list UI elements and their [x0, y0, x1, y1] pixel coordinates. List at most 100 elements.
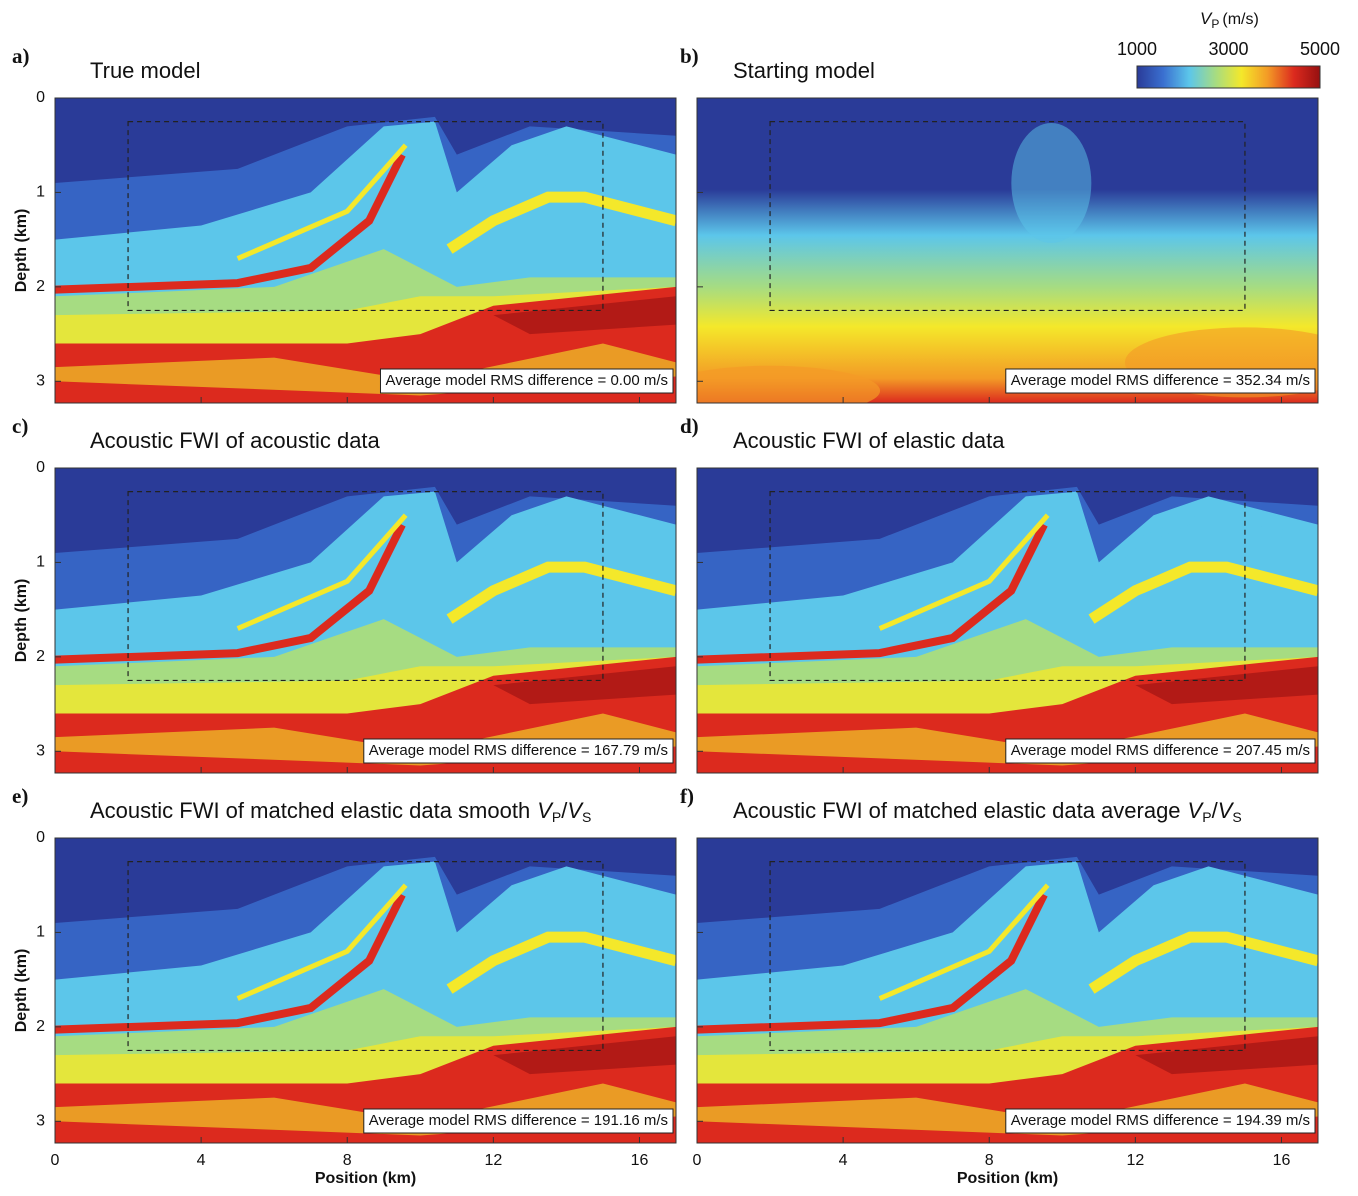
frame: [696, 97, 1319, 404]
velocity-image: [697, 468, 1318, 773]
velocity-image: [55, 468, 676, 773]
layer: [446, 885, 676, 955]
x-tick-label: 8: [343, 1152, 352, 1169]
panel-label: a): [12, 44, 30, 68]
panel-label: d): [680, 414, 699, 438]
velocity-image: [697, 838, 1318, 1143]
title-symbol: V: [1218, 798, 1235, 823]
annotation-text: Average model RMS difference = 0.00 m/s: [385, 372, 668, 389]
blob: [697, 365, 881, 403]
title-symbol: V: [567, 798, 584, 823]
title-text: Starting model: [733, 58, 875, 83]
y-axis-label: Depth (km): [13, 949, 30, 1033]
layer: [55, 892, 406, 1034]
y-tick-label: 0: [36, 459, 45, 476]
x-axis-label: Position (km): [957, 1170, 1058, 1187]
layer: [55, 522, 406, 664]
title-symbol: V: [1188, 798, 1205, 823]
panel-label: b): [680, 44, 699, 68]
layer: [236, 513, 408, 631]
panel: 0 4 8 12 16 Position (km) f) Acoustic FWI of ma…: [680, 784, 1319, 1187]
y-axis-label: Depth (km): [13, 579, 30, 663]
layer: [697, 522, 1048, 664]
layer: [493, 666, 676, 705]
colorbar-tick-label: 1000: [1117, 39, 1157, 59]
panel: b) Starting model Average model RMS differ…: [680, 44, 1319, 404]
panel-title: Acoustic FWI of acoustic data: [90, 428, 381, 453]
x-tick-label: 4: [839, 1152, 848, 1169]
annotation: Average model RMS difference = 167.79 m/…: [363, 738, 674, 764]
title-text: True model: [90, 58, 200, 83]
panel: d) Acoustic FWI of elastic data Average mo…: [680, 414, 1319, 774]
target-box: [127, 491, 604, 682]
target-box: [769, 861, 1246, 1052]
colorbar: 1000 3000 5000 VP (m/s): [1117, 9, 1340, 89]
annotation-box: [363, 1108, 674, 1134]
y-tick-label: 1: [36, 554, 45, 571]
target-box: [127, 121, 604, 312]
x-tick-label: 12: [1126, 1152, 1144, 1169]
x-axis-label: Position (km): [315, 1170, 416, 1187]
y-tick-label: 0: [36, 829, 45, 846]
x-tick-label: 8: [985, 1152, 994, 1169]
annotation-text: Average model RMS difference = 167.79 m/…: [369, 742, 668, 759]
annotation-text: Average model RMS difference = 194.39 m/…: [1011, 1112, 1310, 1129]
layer: [1088, 561, 1318, 624]
layer: [1088, 885, 1318, 955]
layer: [878, 883, 1050, 1001]
title-subscript: P: [552, 809, 561, 825]
frame: [696, 837, 1319, 1144]
annotation-box: [1005, 1108, 1316, 1134]
colorbar-tick-label: 5000: [1300, 39, 1340, 59]
annotation-box: [379, 368, 674, 394]
layer: [878, 513, 1050, 631]
x-tick-label: 16: [1273, 1152, 1291, 1169]
annotation-text: Average model RMS difference = 191.16 m/…: [369, 1112, 668, 1129]
x-tick-label: 0: [693, 1152, 702, 1169]
layer: [236, 883, 408, 1001]
layer: [493, 296, 676, 335]
panel-label: c): [12, 414, 28, 438]
colorbar-tick-label: 3000: [1208, 39, 1248, 59]
target-box: [769, 491, 1246, 682]
panel-label: f): [680, 784, 694, 808]
layer: [446, 191, 676, 254]
title-subscript: S: [1232, 809, 1241, 825]
y-tick-label: 0: [36, 89, 45, 106]
title-text: Acoustic FWI of matched elastic data ave…: [733, 798, 1181, 823]
y-tick-label: 2: [36, 1018, 45, 1035]
frame: [696, 467, 1319, 774]
y-tick-label: 1: [36, 924, 45, 941]
title-symbol: V: [537, 798, 554, 823]
annotation: Average model RMS difference = 191.16 m/…: [363, 1108, 674, 1134]
title-text: Acoustic FWI of acoustic data: [90, 428, 381, 453]
layer: [446, 145, 676, 215]
layer: [697, 892, 1048, 1034]
colorbar-ramp: [1136, 65, 1321, 89]
layer: [55, 152, 406, 294]
annotation-box: [1005, 738, 1316, 764]
y-tick-label: 3: [36, 1113, 45, 1130]
annotation-text: Average model RMS difference = 207.45 m/…: [1011, 742, 1310, 759]
blob: [1011, 122, 1092, 243]
y-tick-label: 2: [36, 648, 45, 665]
colorbar-symbol: V: [1200, 9, 1213, 28]
layer: [1135, 666, 1318, 705]
colorbar-subscript: P: [1211, 17, 1219, 31]
annotation-box: [363, 738, 674, 764]
panel-title: True model: [90, 58, 200, 83]
layer: [1088, 931, 1318, 994]
colorbar-label: VP (m/s): [1200, 9, 1259, 31]
annotation: Average model RMS difference = 194.39 m/…: [1005, 1108, 1316, 1134]
colorbar-unit: (m/s): [1222, 11, 1258, 28]
frame: [54, 97, 677, 404]
layer: [446, 515, 676, 585]
y-axis-label: Depth (km): [13, 209, 30, 293]
layer: [493, 1036, 676, 1075]
layer: [1088, 515, 1318, 585]
annotation: Average model RMS difference = 0.00 m/s: [379, 368, 674, 394]
y-tick-label: 2: [36, 278, 45, 295]
annotation-box: [1005, 368, 1316, 394]
